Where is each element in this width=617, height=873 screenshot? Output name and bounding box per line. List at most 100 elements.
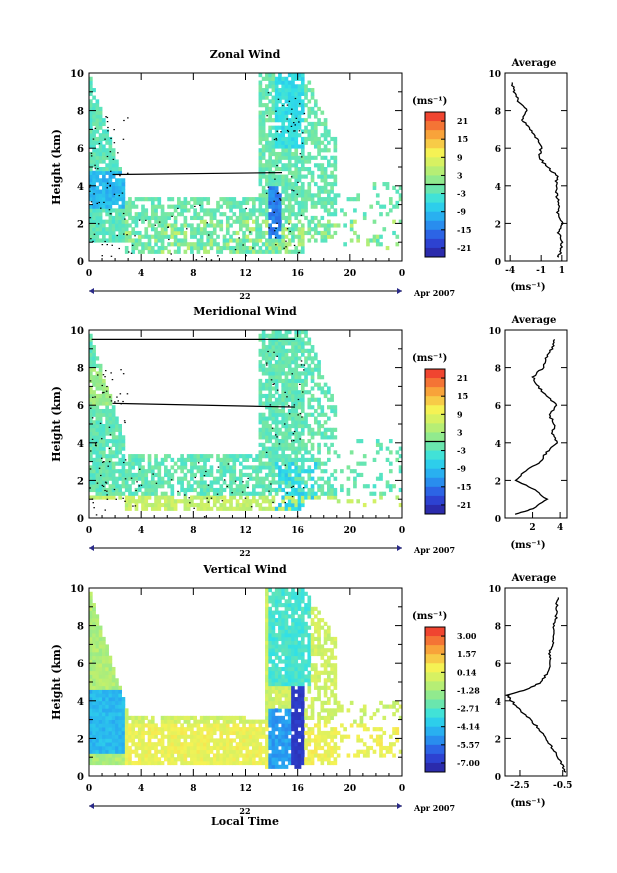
heatmap-cell [89,189,93,194]
heatmap-cell [196,484,201,489]
heatmap-cell [92,655,96,660]
heatmap-cell [216,753,220,758]
heatmap-cell [281,659,286,664]
colorbar-tick-label: 21 [457,373,468,383]
heatmap-cell [154,723,158,728]
heatmap-cell [111,174,116,179]
heatmap-cell [265,159,269,164]
heatmap-cell [284,708,289,713]
heatmap-cell [121,189,126,194]
heatmap-cell [294,757,299,762]
heatmap-cell [307,457,312,462]
heatmap-cell [287,442,292,447]
heatmap-cell [186,499,191,504]
contour-dot [206,222,208,224]
heatmap-cell [310,446,315,451]
heatmap-cell [89,348,93,353]
heatmap-cell [398,465,402,470]
heatmap-cell [271,446,276,451]
heatmap-cell [225,499,230,504]
heatmap-cell [291,651,295,657]
heatmap-cell [154,745,158,751]
heatmap-cell [291,591,295,596]
heatmap-cell [284,603,289,608]
heatmap-cell [291,133,295,138]
contour-dot [110,170,112,172]
heatmap-cell [115,704,119,709]
heatmap-cell [229,760,233,766]
heatmap-cell [252,495,256,500]
heatmap-cell [300,204,305,209]
contour-dot [193,507,195,509]
heatmap-cell [128,487,132,493]
heatmap-cell [128,734,132,739]
heatmap-cell [167,506,171,511]
heatmap-cell [137,230,142,236]
heatmap-cell [212,753,217,758]
heatmap-cell [121,461,126,466]
heatmap-cell [323,230,328,236]
heatmap-cell [98,704,103,709]
colorbar-swatch [425,202,445,213]
heatmap-cell [232,472,237,478]
heatmap-cell [300,189,305,194]
heatmap-cell [271,174,276,179]
colorbar-swatch [425,166,445,176]
heatmap-cell [147,219,152,224]
heatmap-cell [300,734,305,739]
heatmap-cell [255,760,259,766]
heatmap-cell [281,360,286,365]
contour-dot [122,400,124,403]
heatmap-cell [206,738,211,743]
heatmap-cell [327,416,331,421]
heatmap-cell [330,163,334,168]
heatmap-cell [294,625,299,630]
heatmap-cell [98,375,103,380]
heatmap-cell [261,76,266,81]
heatmap-cell [248,215,253,221]
heatmap-cell [278,333,282,338]
heatmap-cell [238,742,243,747]
heatmap-cell [300,446,305,451]
heatmap-cell [385,245,390,251]
heatmap-cell [216,749,220,754]
heatmap-cell [271,648,276,653]
heatmap-cell [307,363,312,368]
heatmap-cell [265,461,269,466]
heatmap-cell [265,208,269,213]
heatmap-cell [278,88,282,93]
heatmap-cell [287,197,292,202]
heatmap-cell [124,223,129,228]
contour-dot [189,502,191,504]
heatmap-cell [271,103,276,108]
heatmap-cell [180,465,184,470]
contour-dot [276,222,278,224]
heatmap-cell [108,745,113,751]
heatmap-cell [121,757,126,762]
heatmap-cell [102,700,106,705]
heatmap-cell [124,480,129,485]
heatmap-cell [131,480,136,485]
heatmap-cell [111,495,116,500]
contour-dot [296,193,299,195]
colorbar-swatch [425,486,445,497]
heatmap-cell [297,606,302,611]
heatmap-cell [268,625,272,630]
heatmap-cell [268,91,272,96]
heatmap-cell [242,491,246,496]
heatmap-cell [258,155,263,160]
heatmap-cell [95,682,100,687]
heatmap-cell [304,193,308,198]
heatmap-cell [124,495,129,500]
heatmap-cell [95,223,100,228]
heatmap-cell [268,333,272,338]
heatmap-cell [154,454,158,459]
contour-dot [139,468,141,470]
heatmap-cell [170,502,175,508]
heatmap-cell [323,442,328,447]
contour-dot [286,492,288,494]
heatmap-cell [281,499,286,504]
heatmap-cell [203,723,207,728]
heatmap-cell [232,230,237,236]
